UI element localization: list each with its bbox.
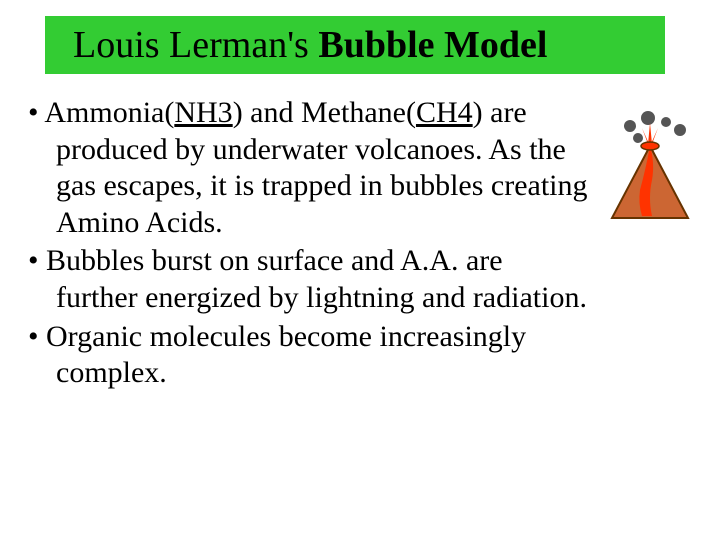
volcano-icon [600, 108, 700, 223]
bullet-item: Organic molecules become increasingly co… [28, 319, 588, 392]
bullet-item: Ammonia(NH3) and Methane(CH4) are produc… [28, 95, 588, 241]
title-bar: Louis Lerman's Bubble Model [45, 16, 665, 74]
slide-title: Louis Lerman's Bubble Model [73, 23, 547, 67]
title-prefix: Louis Lerman's [73, 24, 318, 66]
bullet-text: ) and Methane( [233, 96, 416, 129]
bullet-list: Ammonia(NH3) and Methane(CH4) are produc… [28, 95, 588, 394]
bullet-text: Organic molecules become increasingly co… [46, 320, 526, 390]
underlined-text: CH4 [416, 96, 473, 129]
underlined-text: NH3 [174, 96, 232, 129]
bullet-text: Bubbles burst on surface and A.A. are fu… [46, 244, 587, 314]
title-bold: Bubble Model [318, 24, 547, 66]
bullet-text: Ammonia( [44, 96, 174, 129]
bullet-item: Bubbles burst on surface and A.A. are fu… [28, 243, 588, 316]
